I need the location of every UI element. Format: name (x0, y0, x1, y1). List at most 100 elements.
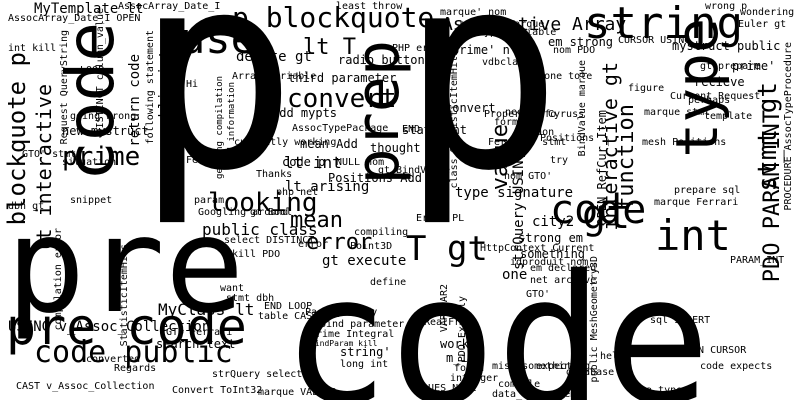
word: error (306, 230, 373, 255)
word: compiling (354, 227, 409, 238)
word: strong em (518, 231, 584, 245)
word: lt interactive (32, 84, 56, 253)
word: Python (518, 127, 555, 138)
word: t new (496, 149, 527, 160)
word: p (400, 0, 563, 230)
word: Ferrari GTO (186, 155, 253, 166)
word: em declared (530, 263, 597, 274)
word: Add mypts (272, 106, 338, 120)
word: compilation error (53, 228, 64, 331)
word: function (614, 104, 639, 210)
word: data_type seems (492, 389, 583, 400)
word: dbh gt (8, 201, 45, 212)
word: database (566, 367, 615, 378)
word: Cyruss (548, 109, 585, 120)
word: Current Request (670, 91, 761, 102)
word: recieve (694, 75, 745, 89)
word: bindParam kill (310, 339, 378, 348)
word: figure (628, 83, 665, 94)
word: currently working (234, 137, 337, 148)
word: interger (450, 373, 499, 384)
word: perhaps (688, 95, 731, 106)
word: prime' n (452, 43, 510, 57)
word: idproduit nom (510, 257, 589, 268)
word: Convert ToInt32 (172, 385, 263, 396)
word: use (180, 14, 256, 63)
word: error (298, 239, 329, 250)
word: code (550, 187, 647, 233)
word: bind parameter (320, 319, 405, 330)
word: pre code (6, 298, 247, 356)
word: gt Bool (250, 207, 293, 218)
word: marque VALUES (258, 387, 337, 398)
word: LOOP (80, 65, 105, 76)
word: someone tole (520, 71, 593, 82)
word: prepare sql (674, 185, 741, 196)
word: Request QueryString (59, 30, 70, 145)
word: going wrong (70, 111, 137, 122)
word: mystruct public (672, 39, 781, 53)
word: convert (287, 84, 397, 114)
word: mean Add (300, 137, 358, 151)
word: radio buttons (338, 53, 432, 67)
word: OPEN RefCur_Item (595, 110, 609, 226)
word: Positions (540, 133, 595, 144)
word: data type (628, 385, 683, 396)
word: expecting (536, 361, 591, 372)
word: p (135, 0, 298, 230)
word: PropertyInfo (484, 109, 557, 120)
word: mesh Positions (642, 137, 727, 148)
word: MyClass lt (158, 300, 255, 319)
word: one (502, 267, 528, 283)
word: code (282, 237, 711, 400)
word: gt BindValue (378, 165, 451, 176)
word: kill PDO (232, 249, 281, 260)
word: long int (340, 359, 389, 370)
word: PHP error (392, 43, 447, 54)
word: format (494, 117, 531, 128)
word: VALUES NULL (410, 383, 477, 394)
word: StatisticItemHits (119, 244, 130, 347)
word: mean (290, 208, 343, 233)
word: GTO' (526, 289, 551, 300)
word: prime Integral (310, 329, 395, 340)
word: string (584, 0, 743, 49)
word: p blockquote (232, 1, 435, 34)
word: nom GTO' (504, 171, 553, 182)
word: want (220, 283, 245, 294)
word: prime (62, 142, 141, 172)
word: least throw (336, 1, 403, 12)
word: type signature (455, 185, 574, 201)
word: convert (445, 101, 496, 115)
word: MyTemplate lt (34, 1, 144, 17)
word: sql INSERT (650, 315, 711, 326)
word: new mystruct (62, 124, 149, 138)
word: nom PDO (553, 45, 596, 56)
word: m_i (446, 351, 468, 365)
word: search text (156, 337, 236, 351)
word: Point3D (350, 241, 393, 252)
word: situation (62, 157, 117, 168)
word: vdbclass (482, 57, 531, 68)
word: miss something (492, 361, 577, 372)
word: USING v_Assoc_Collection (8, 319, 211, 335)
word: RealFrac (424, 317, 473, 328)
word: Array variable (232, 71, 317, 82)
word: looking (208, 188, 318, 218)
word: PARAM_INT (730, 255, 785, 266)
word: code p (282, 155, 326, 169)
word: need (505, 107, 530, 118)
word: statement (402, 123, 468, 137)
word: T gt (406, 229, 488, 269)
word: Regards (114, 363, 157, 374)
word: third parameter (288, 71, 397, 85)
word: found (454, 363, 485, 374)
word: Error PL (416, 213, 465, 224)
word: template (704, 111, 753, 122)
word: Ferrari' stmt (488, 137, 567, 148)
word: AssocArray_Date_I (118, 1, 221, 12)
word: int (655, 211, 731, 260)
word: code expects (700, 361, 773, 372)
word: Hi (186, 79, 199, 90)
word: Package Body (305, 307, 378, 318)
